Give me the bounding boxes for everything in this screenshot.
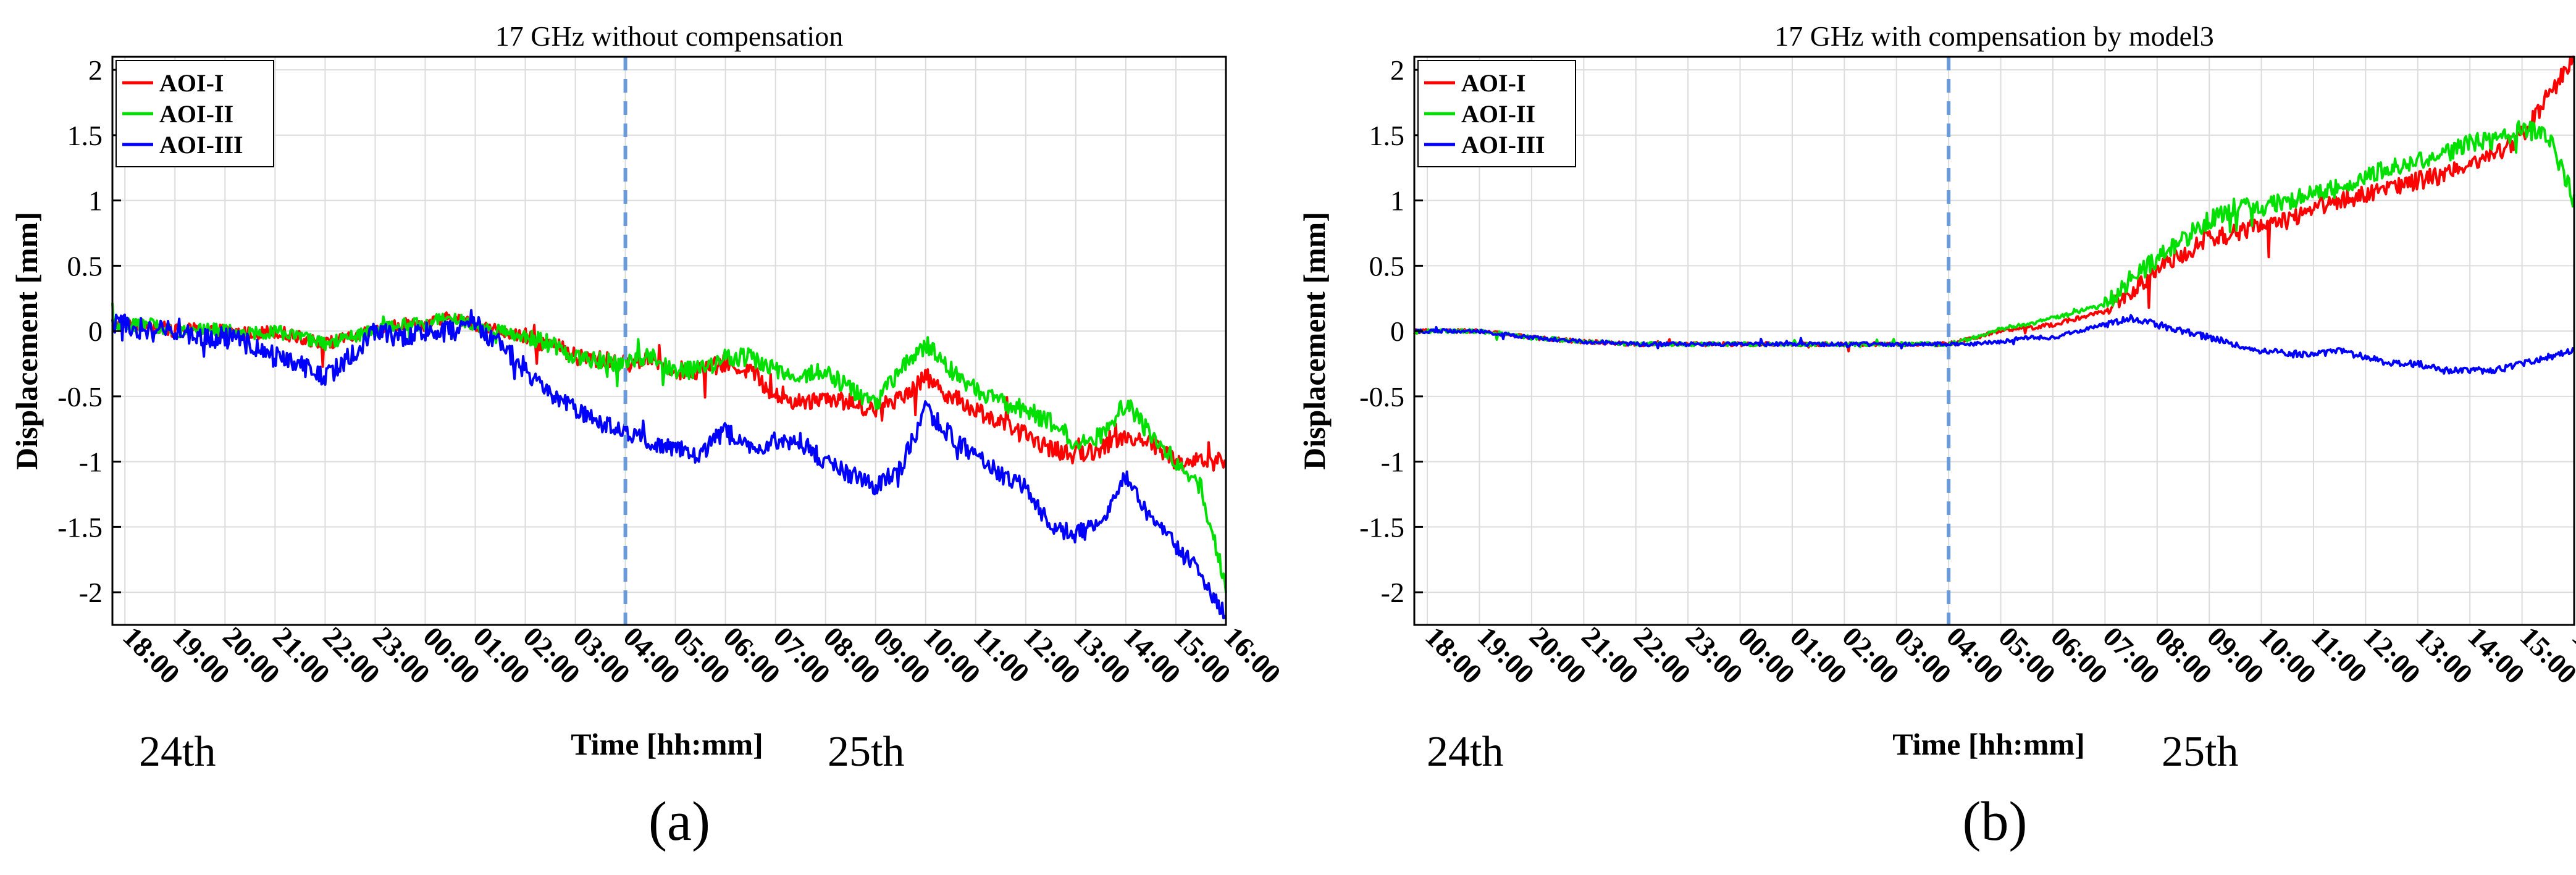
- c0-ytick-label-6: -1: [79, 446, 103, 478]
- c1-ytick-label-8: -2: [1381, 577, 1404, 608]
- c0-axes-frame: [111, 56, 1227, 626]
- c1-xtick-label-18: 12:00: [2357, 621, 2427, 690]
- c1-xtick-label-1: 19:00: [1471, 621, 1540, 690]
- c0-ytick-label-5: -0.5: [57, 381, 103, 412]
- c1-ytick-label-6: -1: [1381, 446, 1404, 478]
- c0-xtick-label-14: 08:00: [818, 621, 887, 690]
- c0-xtick-label-4: 22:00: [317, 621, 386, 690]
- c1-ytick-label-3: 0.5: [1369, 250, 1405, 282]
- c1-xtick-label-9: 03:00: [1889, 621, 1958, 690]
- panel-a: 2 1.5 1 0.5 0 -0.5 -1 -1.5 -2 18:00 19:00 20:00 21:0…: [9, 20, 1287, 852]
- c1-series-line-aoi-iii: [1414, 314, 2575, 375]
- c1-xtick-label-13: 07:00: [2097, 621, 2166, 690]
- c0-legend-label-aoi-ii: AOI-II: [159, 100, 233, 128]
- c1-ytick-label-5: -0.5: [1359, 381, 1404, 412]
- c0-xtick-label-5: 23:00: [367, 621, 436, 690]
- c1-xtick-label-17: 11:00: [2305, 621, 2373, 689]
- c1-legend-label-aoi-ii: AOI-II: [1461, 100, 1535, 128]
- c0-xtick-label-9: 03:00: [567, 621, 636, 690]
- c0-xtick-label-21: 15:00: [1168, 621, 1237, 690]
- c1-ytick-label-7: -1.5: [1359, 511, 1404, 543]
- c1-xtick-label-11: 05:00: [1992, 621, 2062, 690]
- chart-a: 2 1.5 1 0.5 0 -0.5 -1 -1.5 -2 18:0019:0020:0021:0…: [9, 20, 1287, 852]
- c1-xtick-label-19: 13:00: [2410, 621, 2479, 690]
- c1-day-label-0: 24th: [1427, 728, 1503, 776]
- c1-xtick-label-3: 21:00: [1575, 621, 1645, 690]
- c0-xtick-label-13: 07:00: [768, 621, 837, 690]
- panel-b: 2 1.5 1 0.5 0 -0.5 -1 -1.5 -2 18:00 19:00 20:00 21:0…: [1288, 0, 2576, 875]
- c1-xtick-label-5: 23:00: [1680, 621, 1749, 690]
- c0-day-label-1: 25th: [828, 728, 904, 776]
- c0-ytick-label-4: 0: [88, 316, 103, 347]
- c0-ytick-label-8: -2: [79, 577, 103, 608]
- c0-xtick-label-20: 14:00: [1118, 621, 1187, 690]
- c0-xtick-label-2: 20:00: [217, 621, 286, 690]
- c1-ytick-label-4: 0: [1390, 316, 1404, 347]
- c0-day-label-0: 24th: [139, 728, 216, 776]
- c1-xtick-label-7: 01:00: [1784, 621, 1853, 690]
- c0-xtick-label-16: 10:00: [918, 621, 987, 690]
- c0-xtick-label-12: 06:00: [718, 621, 787, 690]
- c0-ytick-label-1: 1.5: [67, 120, 103, 151]
- c0-legend-label-aoi-iii: AOI-III: [159, 131, 243, 159]
- c0-caption: (a): [648, 791, 710, 852]
- c0-ytick-label-2: 1: [88, 185, 103, 217]
- c1-day-label-1: 25th: [2162, 728, 2238, 776]
- c1-xtick-label-20: 14:00: [2462, 621, 2531, 690]
- c1-title: 17 GHz with compensation by model3: [1774, 20, 2214, 52]
- c1-xtick-label-14: 08:00: [2149, 621, 2218, 690]
- c0-xtick-label-6: 00:00: [417, 621, 486, 690]
- c1-xtick-label-4: 22:00: [1628, 621, 1697, 690]
- c1-xtick-label-8: 02:00: [1836, 621, 1905, 690]
- c0-ytick-label-3: 0.5: [67, 250, 103, 282]
- c0-xtick-label-10: 04:00: [618, 621, 687, 690]
- c0-xtick-label-3: 21:00: [267, 621, 336, 690]
- c0-xtick-label-17: 11:00: [968, 621, 1036, 689]
- c1-xtick-label-6: 00:00: [1732, 621, 1801, 690]
- c0-series-line-aoi-iii: [111, 309, 1227, 620]
- c0-xtick-label-19: 13:00: [1068, 621, 1137, 690]
- c1-xtick-label-15: 09:00: [2201, 621, 2270, 690]
- c0-plot-area: [112, 57, 1226, 625]
- c0-xtick-label-11: 05:00: [668, 621, 737, 690]
- c0-ytick-label-7: -1.5: [57, 511, 103, 543]
- c1-ylabel: Displacement [mm]: [1297, 212, 1332, 470]
- c0-ylabel: Displacement [mm]: [9, 212, 44, 470]
- c1-xtick-label-2: 20:00: [1524, 621, 1593, 690]
- c0-xtick-label-7: 01:00: [467, 621, 536, 690]
- c1-ytick-label-1: 1.5: [1369, 120, 1405, 151]
- c0-xtick-label-1: 19:00: [167, 621, 236, 690]
- c1-xtick-label-12: 06:00: [2045, 621, 2114, 690]
- c1-ytick-label-0: 2: [1390, 54, 1404, 86]
- c0-xtick-label-8: 02:00: [517, 621, 586, 690]
- c1-caption: (b): [1963, 791, 2028, 852]
- c0-ytick-label-0: 2: [88, 54, 103, 86]
- c0-legend-label-aoi-i: AOI-I: [159, 69, 224, 97]
- c1-xtick-label-16: 10:00: [2254, 621, 2323, 690]
- c0-xtick-label-18: 12:00: [1018, 621, 1087, 690]
- c0-xtick-label-22: 16:00: [1218, 621, 1287, 690]
- c1-ytick-label-2: 1: [1390, 185, 1404, 217]
- c1-xtick-label-10: 04:00: [1940, 621, 2010, 690]
- c0-xtick-label-15: 09:00: [868, 621, 937, 690]
- c0-xlabel: Time [hh:mm]: [571, 727, 763, 761]
- c1-xtick-label-0: 18:00: [1419, 621, 1488, 690]
- c1-legend-label-aoi-i: AOI-I: [1461, 69, 1525, 97]
- chart-b: 2 1.5 1 0.5 0 -0.5 -1 -1.5 -2 18:0019:0020:0021:0…: [1297, 20, 2576, 852]
- c1-xtick-label-21: 15:00: [2514, 621, 2576, 690]
- c0-title: 17 GHz without compensation: [495, 20, 843, 52]
- c1-legend-label-aoi-iii: AOI-III: [1461, 131, 1545, 159]
- c0-series-line-aoi-ii: [111, 303, 1227, 593]
- c1-axes-frame: [1413, 56, 2575, 626]
- c1-xlabel: Time [hh:mm]: [1892, 727, 2085, 761]
- c0-xtick-label-0: 18:00: [117, 621, 186, 690]
